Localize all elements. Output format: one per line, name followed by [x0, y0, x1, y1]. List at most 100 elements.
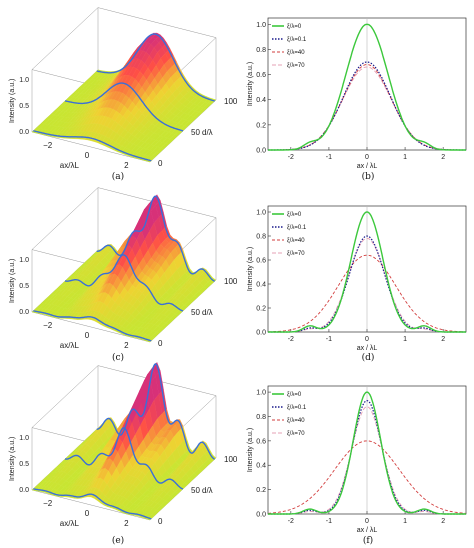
y-tick-label: 1.0 — [256, 22, 266, 29]
y-tick-label: 0.4 — [256, 97, 266, 104]
x-axis-label: ax/λL — [60, 161, 80, 170]
y-tick-label: 50 — [191, 486, 200, 495]
legend-label: ξ/λ=0.1 — [287, 225, 307, 231]
y-tick-label: 0.2 — [256, 306, 266, 313]
panel-caption-c: (c) — [112, 352, 124, 363]
y-tick-label: 0.8 — [256, 234, 266, 241]
x-tick-label: 1 — [403, 336, 407, 343]
x-tick-label: 0 — [365, 518, 369, 525]
series-line-0 — [268, 23, 466, 151]
box-edge — [31, 489, 151, 521]
y-tick-label: 0.6 — [256, 438, 266, 445]
x-tick-label: -1 — [326, 518, 332, 525]
x-axis-label: ax / λL — [357, 163, 378, 170]
x-tick-label: 2 — [441, 154, 445, 161]
line-plot-b: 0.0 0.2 0.4 0.6 0.8 1.0 -2 -1 0 1 2 ax / λL Intensit… — [247, 17, 467, 170]
panel-caption-a: (a) — [112, 171, 124, 182]
x-tick-label: 1 — [403, 154, 407, 161]
x-tick-label: 0 — [365, 154, 369, 161]
z-tick-label: 0.0 — [19, 309, 29, 316]
y-axis-label: Intensity (a.u.) — [247, 247, 254, 291]
y-tick-label: 100 — [224, 277, 238, 286]
y-tick-label: 50 — [191, 128, 200, 137]
series-line-0 — [268, 211, 466, 333]
y-axis-label: d/λ — [202, 486, 213, 495]
box-edge — [31, 311, 151, 343]
series-line-0 — [268, 391, 466, 515]
z-tick-label: 1.0 — [19, 435, 29, 442]
box-edge — [97, 7, 217, 38]
y-tick-label: 0.2 — [256, 122, 266, 129]
series-line-2 — [268, 440, 466, 514]
x-tick-label: 0 — [365, 336, 369, 343]
legend-label: ξ/λ=70 — [287, 251, 305, 257]
legend-label: ξ/λ=40 — [287, 50, 305, 56]
y-tick-label: 0.8 — [256, 47, 266, 54]
box-edge — [31, 365, 99, 428]
x-tick-label: 0 — [85, 331, 90, 340]
z-axis-label: Intensity (a.u.) — [9, 259, 16, 303]
x-axis-label: ax/λL — [60, 341, 80, 350]
x-tick-label: −2 — [43, 321, 53, 330]
legend-label: ξ/λ=0.1 — [287, 37, 307, 43]
y-tick-label: 100 — [224, 97, 238, 106]
y-axis-label: d/λ — [202, 308, 213, 317]
legend-label: ξ/λ=40 — [287, 238, 305, 244]
y-tick-label: 50 — [191, 308, 200, 317]
x-tick-label: −2 — [43, 499, 53, 508]
x-axis-label: ax / λL — [357, 345, 378, 352]
legend-label: ξ/λ=70 — [287, 431, 305, 437]
x-tick-label: 2 — [124, 341, 129, 350]
panel-caption-f: (f) — [363, 535, 373, 546]
z-tick-label: 0.5 — [19, 283, 29, 290]
x-axis-label: ax / λL — [357, 527, 378, 534]
x-tick-label: 1 — [403, 518, 407, 525]
y-tick-label: 0 — [158, 339, 163, 348]
profile-line — [64, 254, 184, 312]
x-tick-label: 2 — [124, 519, 129, 528]
y-tick-label: 0.0 — [256, 330, 266, 337]
series-line-1 — [268, 61, 466, 151]
y-tick-label: 0.0 — [256, 148, 266, 155]
y-tick-label: 0 — [158, 517, 163, 526]
box-edge — [31, 7, 99, 70]
profile-line — [33, 310, 152, 342]
series-line-2 — [268, 254, 466, 333]
z-tick-label: 0.5 — [19, 103, 29, 110]
legend-label: ξ/λ=0.1 — [287, 405, 307, 411]
z-tick-label: 1.0 — [19, 257, 29, 264]
x-tick-label: -1 — [326, 336, 332, 343]
x-tick-label: −2 — [43, 141, 53, 150]
x-tick-label: -1 — [326, 154, 332, 161]
x-tick-label: 2 — [441, 518, 445, 525]
profile-line — [96, 33, 215, 102]
y-tick-label: 1.0 — [256, 390, 266, 397]
z-tick-label: 1.0 — [19, 77, 29, 84]
z-tick-label: 0.5 — [19, 461, 29, 468]
legend-label: ξ/λ=0 — [287, 24, 302, 30]
z-axis-label: Intensity (a.u.) — [9, 437, 16, 481]
x-tick-label: 0 — [85, 509, 90, 518]
y-tick-label: 0.2 — [256, 487, 266, 494]
x-tick-label: 0 — [85, 151, 90, 160]
x-axis-label: ax/λL — [60, 519, 80, 528]
series-line-1 — [268, 235, 466, 333]
x-tick-label: 2 — [124, 161, 129, 170]
y-tick-label: 0.6 — [256, 258, 266, 265]
x-tick-label: -2 — [288, 336, 294, 343]
y-axis-label: Intensity (a.u.) — [247, 62, 254, 106]
y-tick-label: 0.0 — [256, 512, 266, 519]
x-tick-label: -2 — [288, 154, 294, 161]
profile-line — [64, 82, 184, 132]
x-tick-label: 2 — [441, 336, 445, 343]
legend-label: ξ/λ=40 — [287, 418, 305, 424]
line-plot-d: 0.0 0.2 0.4 0.6 0.8 1.0 -2 -1 0 1 2 ax / λL Intensit… — [247, 205, 467, 352]
panel-caption-e: (e) — [112, 535, 124, 546]
y-tick-label: 0.6 — [256, 72, 266, 79]
profile-line — [64, 427, 184, 490]
y-tick-label: 100 — [224, 455, 238, 464]
y-tick-label: 0.8 — [256, 414, 266, 421]
